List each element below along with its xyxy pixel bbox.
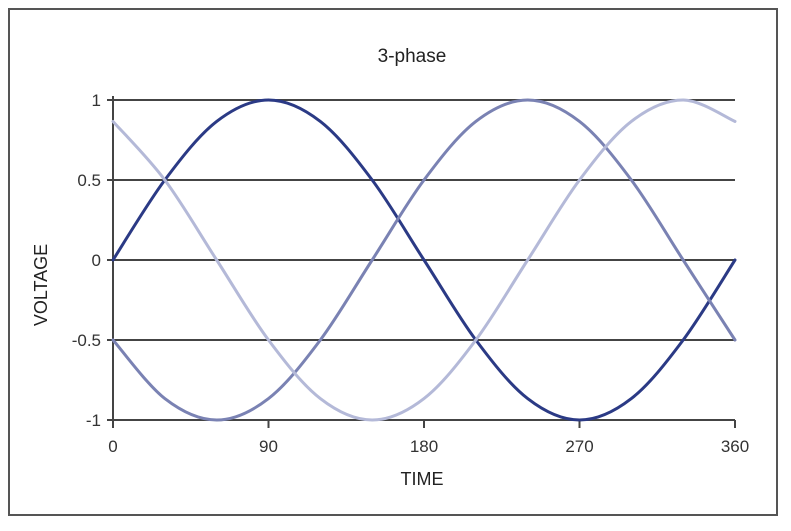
x-tick-label: 360 bbox=[721, 437, 749, 456]
y-tick-label: -0.5 bbox=[72, 331, 101, 350]
grid-lines bbox=[107, 99, 735, 421]
series-line-3 bbox=[111, 98, 737, 422]
x-tick-label: 90 bbox=[259, 437, 278, 456]
series-lines bbox=[111, 98, 737, 422]
x-tick-label: 0 bbox=[108, 437, 117, 456]
y-tick-label: 0.5 bbox=[77, 171, 101, 190]
series-line-2 bbox=[111, 98, 737, 422]
x-axis-label: TIME bbox=[401, 469, 444, 489]
axes bbox=[112, 96, 736, 428]
x-tick-labels: 0 90 180 270 360 bbox=[108, 437, 749, 456]
x-tick-label: 180 bbox=[410, 437, 438, 456]
y-tick-label: -1 bbox=[86, 411, 101, 430]
y-tick-label: 0 bbox=[92, 251, 101, 270]
y-tick-label: 1 bbox=[92, 91, 101, 110]
x-tick-label: 270 bbox=[565, 437, 593, 456]
y-tick-labels: 1 0.5 0 -0.5 -1 bbox=[72, 91, 101, 430]
series-line-1 bbox=[111, 98, 737, 422]
chart-frame: 3-phase 1 0.5 0 -0.5 -1 0 90 180 270 360 TIME VO… bbox=[8, 8, 778, 516]
y-axis-label: VOLTAGE bbox=[31, 244, 51, 326]
chart-svg: 3-phase 1 0.5 0 -0.5 -1 0 90 180 270 360 TIME VO… bbox=[31, 46, 749, 489]
chart-title: 3-phase bbox=[378, 46, 447, 67]
